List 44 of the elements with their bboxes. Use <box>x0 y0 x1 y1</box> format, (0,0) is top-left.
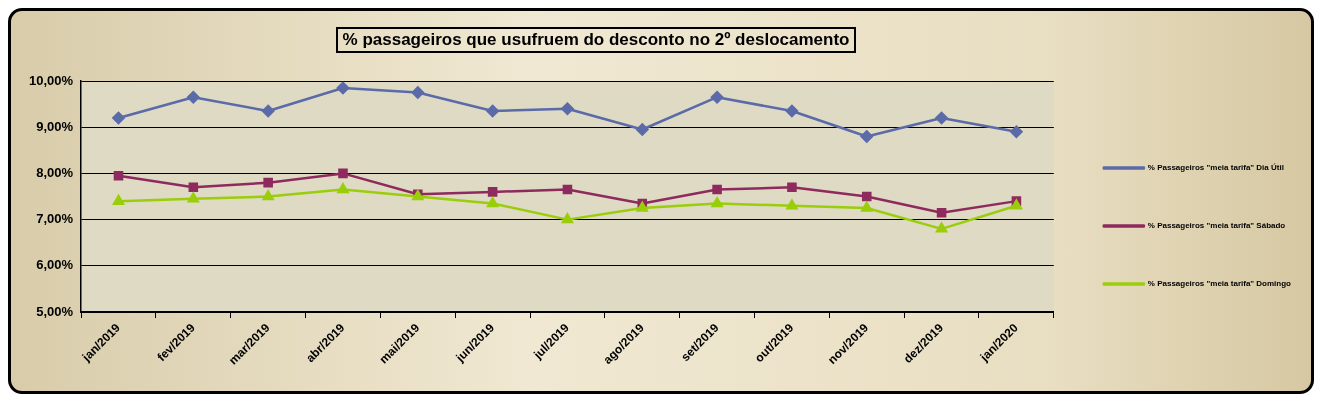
point <box>337 183 349 194</box>
point <box>561 102 574 115</box>
point <box>861 191 872 202</box>
point <box>487 197 499 208</box>
y-tick-label: 7,00% <box>36 211 74 227</box>
point <box>710 90 724 104</box>
point <box>261 104 275 118</box>
point <box>711 197 723 208</box>
point <box>860 130 873 143</box>
y-tick-label: 10,00% <box>29 72 74 88</box>
point <box>486 104 499 118</box>
point <box>262 190 274 201</box>
point <box>188 182 199 193</box>
y-tick-label: 8,00% <box>36 164 74 180</box>
point <box>712 184 722 195</box>
legend-label: % Passageiros "meia tarifa" Dia Útil <box>1147 163 1284 173</box>
point <box>785 104 799 118</box>
point <box>113 170 124 181</box>
point <box>786 199 798 210</box>
point <box>936 222 948 233</box>
chart-title: % passageiros que usufruem do desconto no 2º deslocamento <box>335 27 857 53</box>
point <box>636 123 649 136</box>
point <box>187 192 199 203</box>
point <box>487 187 498 197</box>
point <box>861 201 873 212</box>
point <box>787 182 797 193</box>
legend-label: % Passageiros "meia tarifa" Sábado <box>1147 221 1286 231</box>
point <box>112 194 125 205</box>
y-tick-label: 6,00% <box>36 257 74 273</box>
point <box>561 213 574 224</box>
point <box>263 177 273 188</box>
point <box>935 111 948 125</box>
y-tick-label: 5,00% <box>36 303 74 319</box>
point <box>338 168 348 179</box>
point <box>112 111 125 125</box>
point <box>562 184 573 195</box>
point <box>411 86 425 99</box>
point <box>187 90 200 104</box>
legend-label: % Passageiros "meia tarifa" Domingo <box>1147 279 1292 289</box>
point <box>336 81 350 95</box>
point <box>1010 125 1023 139</box>
point <box>1010 199 1022 210</box>
y-tick-label: 9,00% <box>36 118 74 134</box>
point <box>936 207 947 218</box>
